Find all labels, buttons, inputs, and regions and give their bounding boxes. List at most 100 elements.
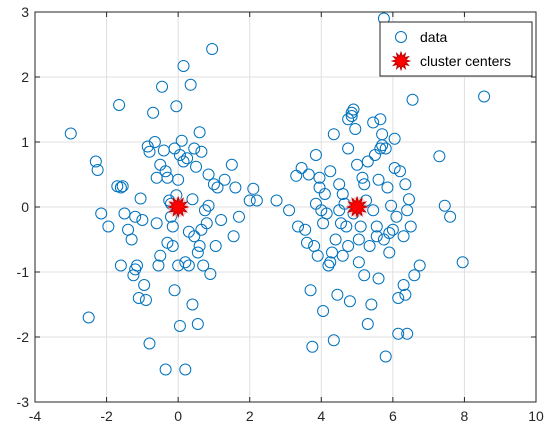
data-point <box>114 181 127 194</box>
data-point <box>232 210 245 223</box>
data-point <box>349 123 362 135</box>
data-point <box>361 155 374 168</box>
data-point <box>397 279 410 291</box>
data-point <box>374 142 387 155</box>
data-point <box>225 158 238 171</box>
data-point <box>190 160 203 173</box>
data-point <box>399 178 412 191</box>
data-point <box>340 220 353 233</box>
data-point <box>358 178 371 191</box>
data-point <box>413 259 426 272</box>
data-point <box>130 259 143 272</box>
data-point <box>193 126 206 139</box>
y-tick-label: 0 <box>21 199 29 215</box>
data-point <box>139 293 152 306</box>
x-tick-label: -2 <box>100 408 113 424</box>
data-point <box>385 199 398 212</box>
data-point <box>172 259 185 272</box>
data-point <box>186 298 199 311</box>
data-point <box>342 240 355 252</box>
data-point <box>175 134 188 147</box>
data-point <box>381 181 394 194</box>
data-point <box>270 194 283 207</box>
x-tick-labels: -4 -2 0 2 4 6 8 10 <box>29 408 544 424</box>
data-point <box>343 295 356 308</box>
data-point <box>179 256 192 269</box>
data-point <box>326 246 339 259</box>
data-point <box>207 178 220 191</box>
data-point <box>392 327 405 340</box>
data-point <box>197 259 210 272</box>
data-point <box>367 116 380 129</box>
data-point <box>322 259 335 272</box>
data-point <box>342 142 355 155</box>
legend: data cluster centers <box>379 21 533 77</box>
data-point <box>132 292 145 304</box>
data-point <box>184 78 197 91</box>
data-point <box>478 90 491 103</box>
legend-center-star <box>390 50 412 72</box>
y-tick-label: 2 <box>21 69 29 85</box>
data-point <box>336 188 349 200</box>
data-point <box>170 100 183 113</box>
cluster-center-point <box>166 195 190 219</box>
data-point <box>388 132 401 145</box>
legend-data-marker <box>395 31 407 43</box>
data-point <box>168 284 181 297</box>
data-point <box>143 145 156 158</box>
data-point <box>358 269 371 282</box>
data-point <box>148 136 161 148</box>
data-point <box>347 103 360 116</box>
data-point <box>136 214 149 226</box>
data-point <box>188 142 201 155</box>
data-point <box>383 227 396 239</box>
data-point <box>193 240 206 252</box>
data-point <box>181 152 194 165</box>
data-point <box>211 181 224 194</box>
data-point <box>204 267 217 280</box>
data-point <box>227 230 240 243</box>
data-point <box>159 363 172 376</box>
data-point <box>191 246 204 259</box>
data-point <box>354 220 367 233</box>
x-tick-label: 8 <box>461 408 469 424</box>
data-point <box>438 199 451 212</box>
x-tick-label: 10 <box>528 408 544 424</box>
y-tick-label: -2 <box>17 329 30 345</box>
data-point <box>209 240 222 252</box>
data-point <box>324 256 337 269</box>
data-point <box>250 194 263 207</box>
cluster-center-points <box>166 195 369 219</box>
data-point <box>444 210 457 223</box>
data-point <box>218 173 231 186</box>
data-point <box>177 155 190 168</box>
data-point <box>317 217 330 230</box>
data-point <box>352 256 365 269</box>
data-point <box>202 199 215 212</box>
data-point <box>365 298 378 311</box>
data-point <box>118 207 131 220</box>
data-point <box>186 193 199 206</box>
y-tick-label: 3 <box>21 4 29 20</box>
data-point <box>317 305 330 317</box>
x-tick-label: -4 <box>29 408 42 424</box>
data-point <box>402 193 415 206</box>
data-point <box>329 233 342 246</box>
data-point <box>433 150 446 163</box>
cluster-center-point <box>345 195 369 219</box>
data-point <box>397 230 410 243</box>
data-point <box>295 162 308 174</box>
data-point <box>191 318 204 330</box>
data-point <box>215 214 228 226</box>
data-point <box>154 249 167 262</box>
data-point <box>299 223 312 236</box>
data-point <box>383 246 396 259</box>
data-point <box>82 311 95 324</box>
data-point <box>292 220 305 233</box>
data-point <box>352 233 365 246</box>
data-point <box>147 106 160 119</box>
data-point <box>333 204 346 217</box>
data-point <box>356 171 369 184</box>
data-point <box>156 80 169 93</box>
